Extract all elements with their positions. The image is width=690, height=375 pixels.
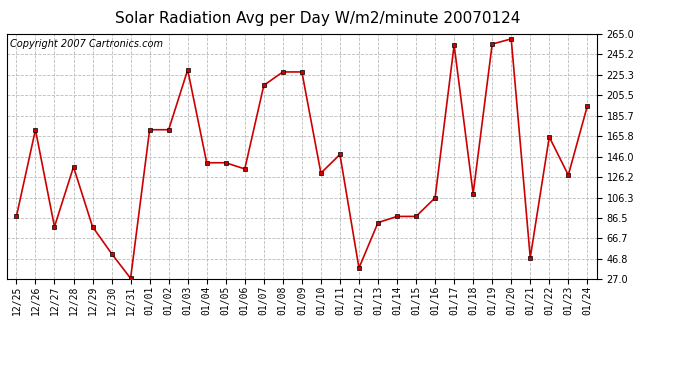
Text: Solar Radiation Avg per Day W/m2/minute 20070124: Solar Radiation Avg per Day W/m2/minute …	[115, 11, 520, 26]
Text: Copyright 2007 Cartronics.com: Copyright 2007 Cartronics.com	[10, 39, 163, 49]
